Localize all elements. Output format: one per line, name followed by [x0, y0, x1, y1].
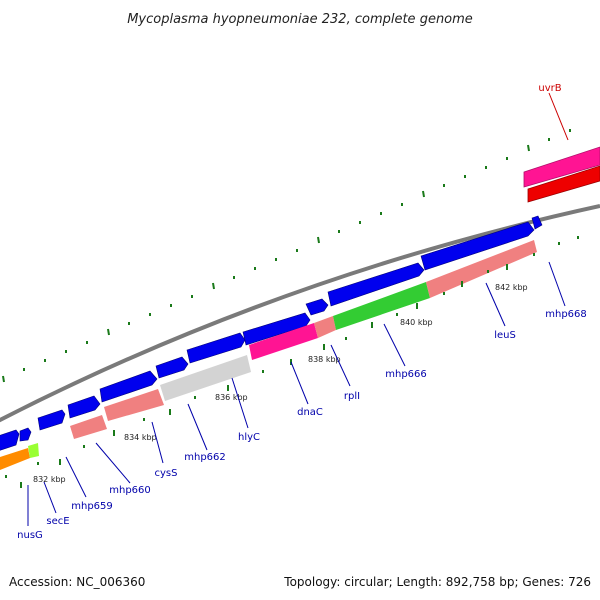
uvrB-feature — [523, 92, 600, 203]
gene-leaders — [27, 261, 566, 526]
gene-block — [28, 443, 39, 458]
outer-dotted-ruler — [2, 129, 571, 383]
gene-labels: nusG secE mhp659 mhp660 cysS mhp662 hlyC… — [17, 83, 587, 541]
gene-block — [160, 355, 251, 401]
gene-label-mhp662: mhp662 — [184, 452, 226, 463]
gene-block — [70, 415, 107, 439]
gene-label-mhp666: mhp666 — [385, 369, 427, 380]
outer-tick — [422, 190, 425, 198]
tick-label-842: 842 kbp — [495, 283, 528, 292]
leader-dnaC — [290, 361, 309, 405]
leader-cysS — [151, 421, 164, 464]
gene-arrow — [242, 312, 311, 346]
topology-summary-text: Topology: circular; Length: 892,758 bp; … — [283, 575, 591, 589]
leader-mhp668 — [548, 261, 566, 307]
gene-label-hlyC: hlyC — [238, 432, 260, 443]
gene-arrow — [19, 427, 32, 442]
gene-label-dnaC: dnaC — [297, 407, 323, 418]
leader-secE — [43, 481, 57, 514]
gene-block — [426, 240, 537, 298]
outer-tick — [2, 375, 5, 383]
gene-arrow — [420, 221, 535, 271]
accession-text: Accession: NC_006360 — [9, 575, 145, 589]
gene-label-uvrB: uvrB — [538, 83, 561, 94]
leader-mhp660 — [95, 442, 131, 484]
gene-arrow — [99, 370, 158, 403]
gene-arrow — [531, 215, 543, 230]
outer-tick — [527, 144, 530, 152]
reverse-genes — [0, 240, 537, 470]
gene-arrow — [67, 395, 101, 419]
gene-arrow — [327, 262, 425, 307]
leader-mhp666 — [383, 323, 406, 367]
leader-rplI — [330, 344, 351, 387]
inner-ruler — [5, 236, 579, 488]
tick-label-832: 832 kbp — [33, 475, 66, 484]
tick-labels: 832 kbp 834 kbp 836 kbp 838 kbp 840 kbp … — [33, 283, 528, 484]
gene-label-cysS: cysS — [155, 468, 178, 479]
gene-block — [314, 316, 336, 338]
leader-mhp659 — [65, 456, 87, 498]
uvrB-pink-bar — [523, 146, 600, 188]
gene-label-mhp659: mhp659 — [71, 501, 113, 512]
outer-tick — [212, 282, 215, 290]
leader-hlyC — [231, 377, 249, 429]
gene-arrow — [0, 429, 20, 451]
gene-label-rplI: rplI — [344, 391, 360, 402]
tick-label-840: 840 kbp — [400, 318, 433, 327]
leader-leuS — [485, 282, 506, 327]
tick-label-834: 834 kbp — [124, 433, 157, 442]
outer-tick — [317, 236, 320, 244]
tick-label-836: 836 kbp — [215, 393, 248, 402]
gene-label-mhp668: mhp668 — [545, 309, 587, 320]
outer-tick — [107, 328, 110, 336]
tick-label-838: 838 kbp — [308, 355, 341, 364]
gene-block — [0, 448, 30, 470]
uvrB-red-bar — [527, 165, 600, 203]
gene-label-nusG: nusG — [17, 530, 43, 541]
gene-label-secE: secE — [46, 516, 69, 527]
forward-genes — [0, 215, 543, 451]
gene-arrow — [155, 356, 189, 379]
uvrB-leader — [548, 92, 569, 141]
gene-arrow — [186, 332, 246, 364]
gene-arrow — [305, 298, 329, 316]
gene-label-mhp660: mhp660 — [109, 485, 151, 496]
gene-arrow — [37, 409, 66, 431]
map-title: Mycoplasma hyopneumoniae 232, complete g… — [127, 12, 473, 27]
gene-block — [249, 323, 318, 360]
leader-mhp662 — [187, 403, 208, 451]
gene-label-leuS: leuS — [494, 330, 516, 341]
gene-block — [104, 389, 164, 421]
gene-block — [333, 282, 430, 330]
